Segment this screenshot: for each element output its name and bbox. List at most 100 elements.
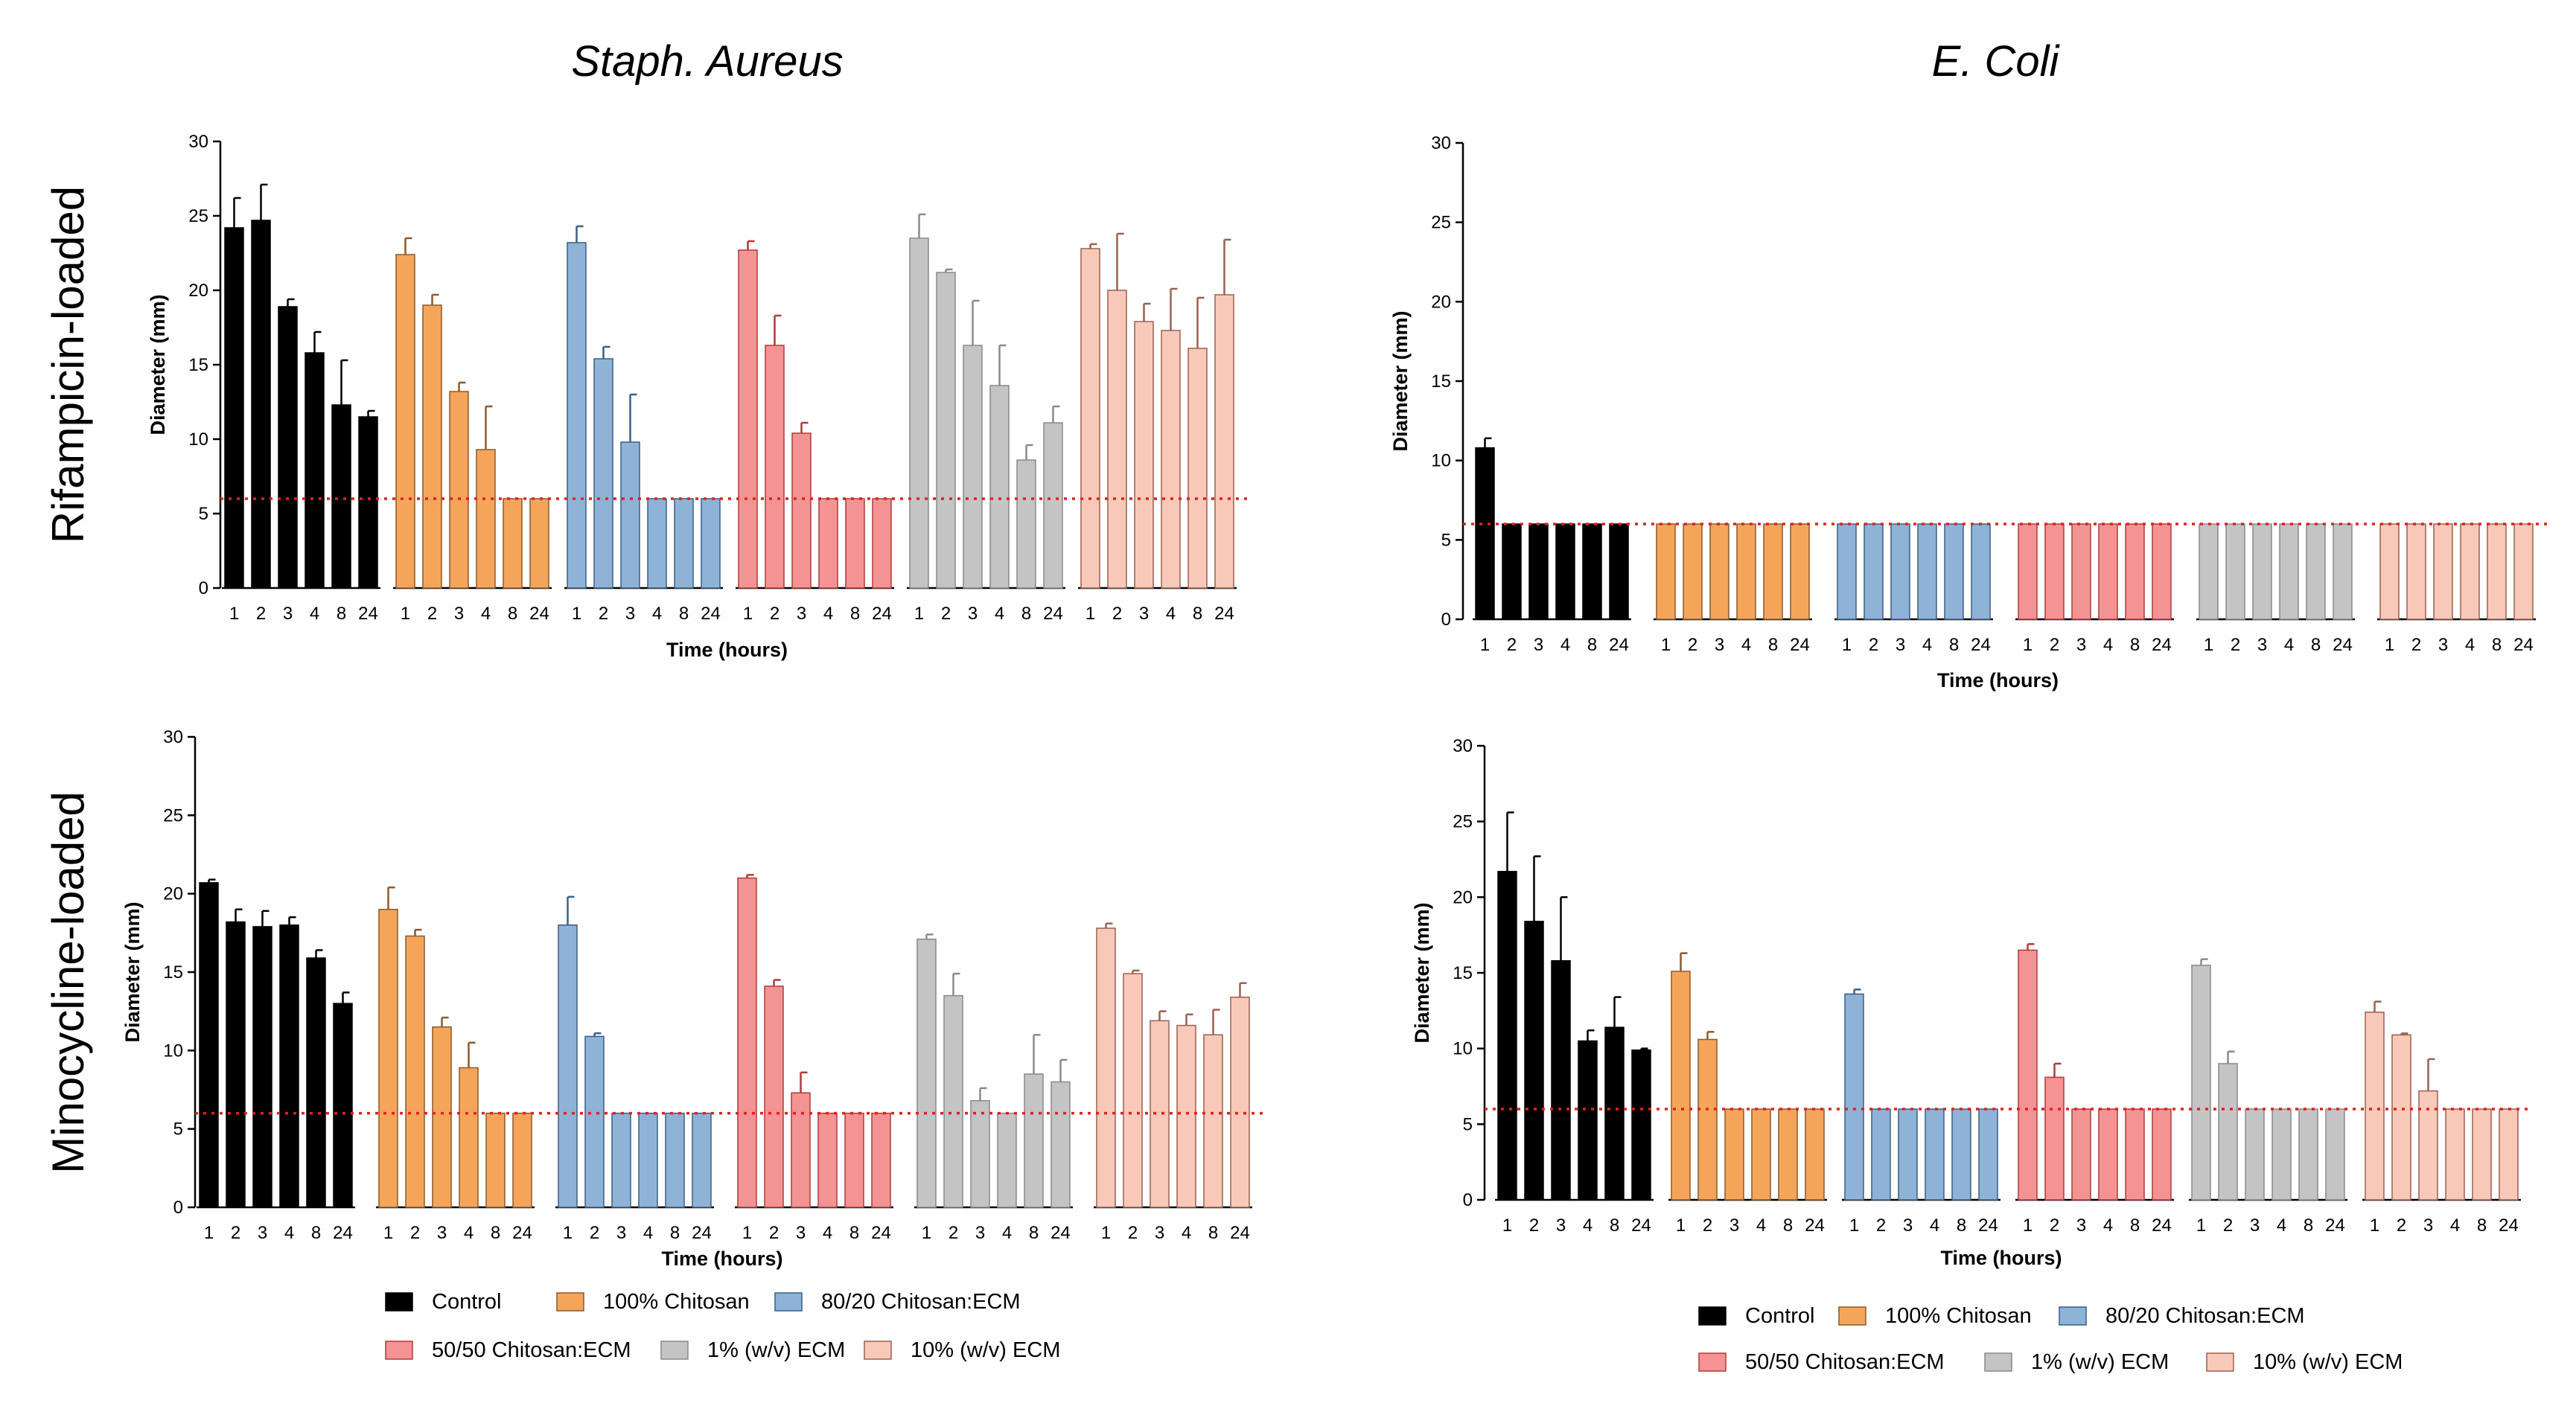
bar <box>2487 523 2507 620</box>
x-tick-label: 1 <box>2385 635 2394 655</box>
y-tick-label: 0 <box>173 1198 183 1218</box>
x-tick-label: 3 <box>2250 1215 2260 1236</box>
x-tick-label: 2 <box>2050 1215 2059 1236</box>
y-tick-label: 25 <box>1453 812 1473 832</box>
legend-label: Control <box>1745 1304 1815 1328</box>
bar <box>1134 321 1154 589</box>
bar <box>1709 523 1729 620</box>
series-10-w-v-ecm: 1 2 3 4 8 24 <box>2377 523 2536 655</box>
bar <box>2018 523 2038 620</box>
x-tick-label: 1 <box>2370 1215 2379 1236</box>
x-tick-label: 24 <box>2152 1215 2172 1236</box>
legend-swatch <box>1838 1306 1866 1326</box>
x-tick-label: 4 <box>2450 1215 2460 1236</box>
bar <box>909 237 929 589</box>
x-tick-label: 1 <box>1842 635 1852 655</box>
bar <box>405 935 425 1208</box>
x-tick-label: 2 <box>1876 1215 1886 1236</box>
bar <box>584 1035 605 1208</box>
x-tick-label: 2 <box>2397 1215 2406 1236</box>
bar <box>943 994 963 1208</box>
x-tick-label: 8 <box>491 1223 500 1243</box>
x-tick-label: 8 <box>2130 635 2140 655</box>
y-tick-label: 10 <box>188 429 208 450</box>
x-tick-label: 1 <box>914 604 924 624</box>
bar <box>1123 973 1143 1208</box>
x-tick-label: 1 <box>1676 1215 1686 1236</box>
bar <box>593 358 613 589</box>
y-tick-label: 15 <box>1453 963 1473 983</box>
x-tick-label: 4 <box>481 604 491 624</box>
bar <box>1751 1108 1771 1201</box>
series-50-50-chitosan-ecm: 1 2 3 4 8 24 <box>2015 943 2174 1236</box>
bar <box>2125 1108 2145 1201</box>
bar <box>936 272 956 589</box>
x-tick-label: 1 <box>1480 635 1490 655</box>
x-tick-label: 1 <box>2204 635 2213 655</box>
series-1-w-v-ecm: 1 2 3 4 8 24 <box>907 213 1065 624</box>
legend-item-50-50-chitosan-ecm: 50/50 Chitosan:ECM <box>1698 1350 1945 1374</box>
x-tick-label: 1 <box>563 1223 573 1243</box>
x-tick-label: 2 <box>949 1223 958 1243</box>
x-tick-label: 4 <box>1002 1223 1012 1243</box>
x-tick-label: 8 <box>2130 1215 2140 1236</box>
x-tick-label: 4 <box>2103 635 2113 655</box>
x-tick-label: 3 <box>975 1223 985 1243</box>
y-tick-label: 15 <box>1431 371 1451 392</box>
x-tick-label: 3 <box>796 1223 806 1243</box>
bar <box>701 498 721 589</box>
legend-item-control: Control <box>1698 1304 1815 1328</box>
bar <box>2191 965 2211 1201</box>
x-tick-label: 8 <box>2311 635 2321 655</box>
x-tick-label: 24 <box>2325 1215 2345 1236</box>
y-axis-title: Diameter (mm) <box>147 294 169 435</box>
legend-1: Control 100% Chitosan 80/20 Chitosan:ECM 50… <box>385 1290 1060 1362</box>
y-tick-label: 25 <box>188 206 208 226</box>
bar <box>871 1112 891 1208</box>
x-tick-label: 2 <box>2050 635 2059 655</box>
x-tick-label: 8 <box>670 1223 680 1243</box>
x-tick-label: 2 <box>1688 635 1697 655</box>
y-tick-label: 10 <box>163 1041 183 1061</box>
x-tick-label: 3 <box>1715 635 1724 655</box>
legend-label: 1% (w/v) ECM <box>707 1338 845 1362</box>
legend-swatch <box>1698 1306 1727 1326</box>
series-10-w-v-ecm: 1 2 3 4 8 24 <box>2362 1000 2521 1236</box>
bar <box>485 1112 506 1208</box>
series-control: 1 2 3 4 8 24 <box>197 878 355 1243</box>
x-tick-label: 2 <box>2411 635 2421 655</box>
x-tick-label: 1 <box>401 604 410 624</box>
x-tick-label: 2 <box>231 1223 240 1243</box>
bar <box>2298 1108 2318 1201</box>
bar <box>1582 523 1602 620</box>
x-tick-label: 4 <box>643 1223 653 1243</box>
bar <box>1978 1108 1998 1201</box>
y-tick-label: 30 <box>188 132 208 152</box>
x-tick-label: 2 <box>770 604 780 624</box>
x-tick-label: 4 <box>1741 635 1751 655</box>
x-tick-label: 4 <box>1583 1215 1593 1236</box>
legend-item-control: Control <box>385 1290 502 1314</box>
bar <box>791 432 812 589</box>
x-tick-label: 1 <box>1661 635 1671 655</box>
bar <box>1971 523 1991 620</box>
bar <box>1497 871 1517 1201</box>
series-80-20-chitosan-ecm: 1 2 3 4 8 24 <box>1834 523 1993 655</box>
y-tick-label: 10 <box>1453 1039 1473 1059</box>
bar <box>459 1067 479 1208</box>
bar <box>1898 1108 1918 1201</box>
legend-label: 1% (w/v) ECM <box>2031 1350 2169 1374</box>
bar <box>1763 523 1783 620</box>
x-tick-label: 4 <box>2284 635 2294 655</box>
y-tick-label: 5 <box>173 1119 183 1140</box>
x-tick-label: 8 <box>2304 1215 2313 1236</box>
bar <box>620 441 640 589</box>
bar <box>2098 523 2118 620</box>
bar <box>529 498 549 589</box>
bar <box>251 220 271 589</box>
legend-label: 50/50 Chitosan:ECM <box>432 1338 631 1362</box>
legend-item-10-w-v-ecm: 10% (w/v) ECM <box>2206 1350 2403 1374</box>
x-tick-label: 3 <box>1139 604 1149 624</box>
x-tick-label: 4 <box>1930 1215 1939 1236</box>
